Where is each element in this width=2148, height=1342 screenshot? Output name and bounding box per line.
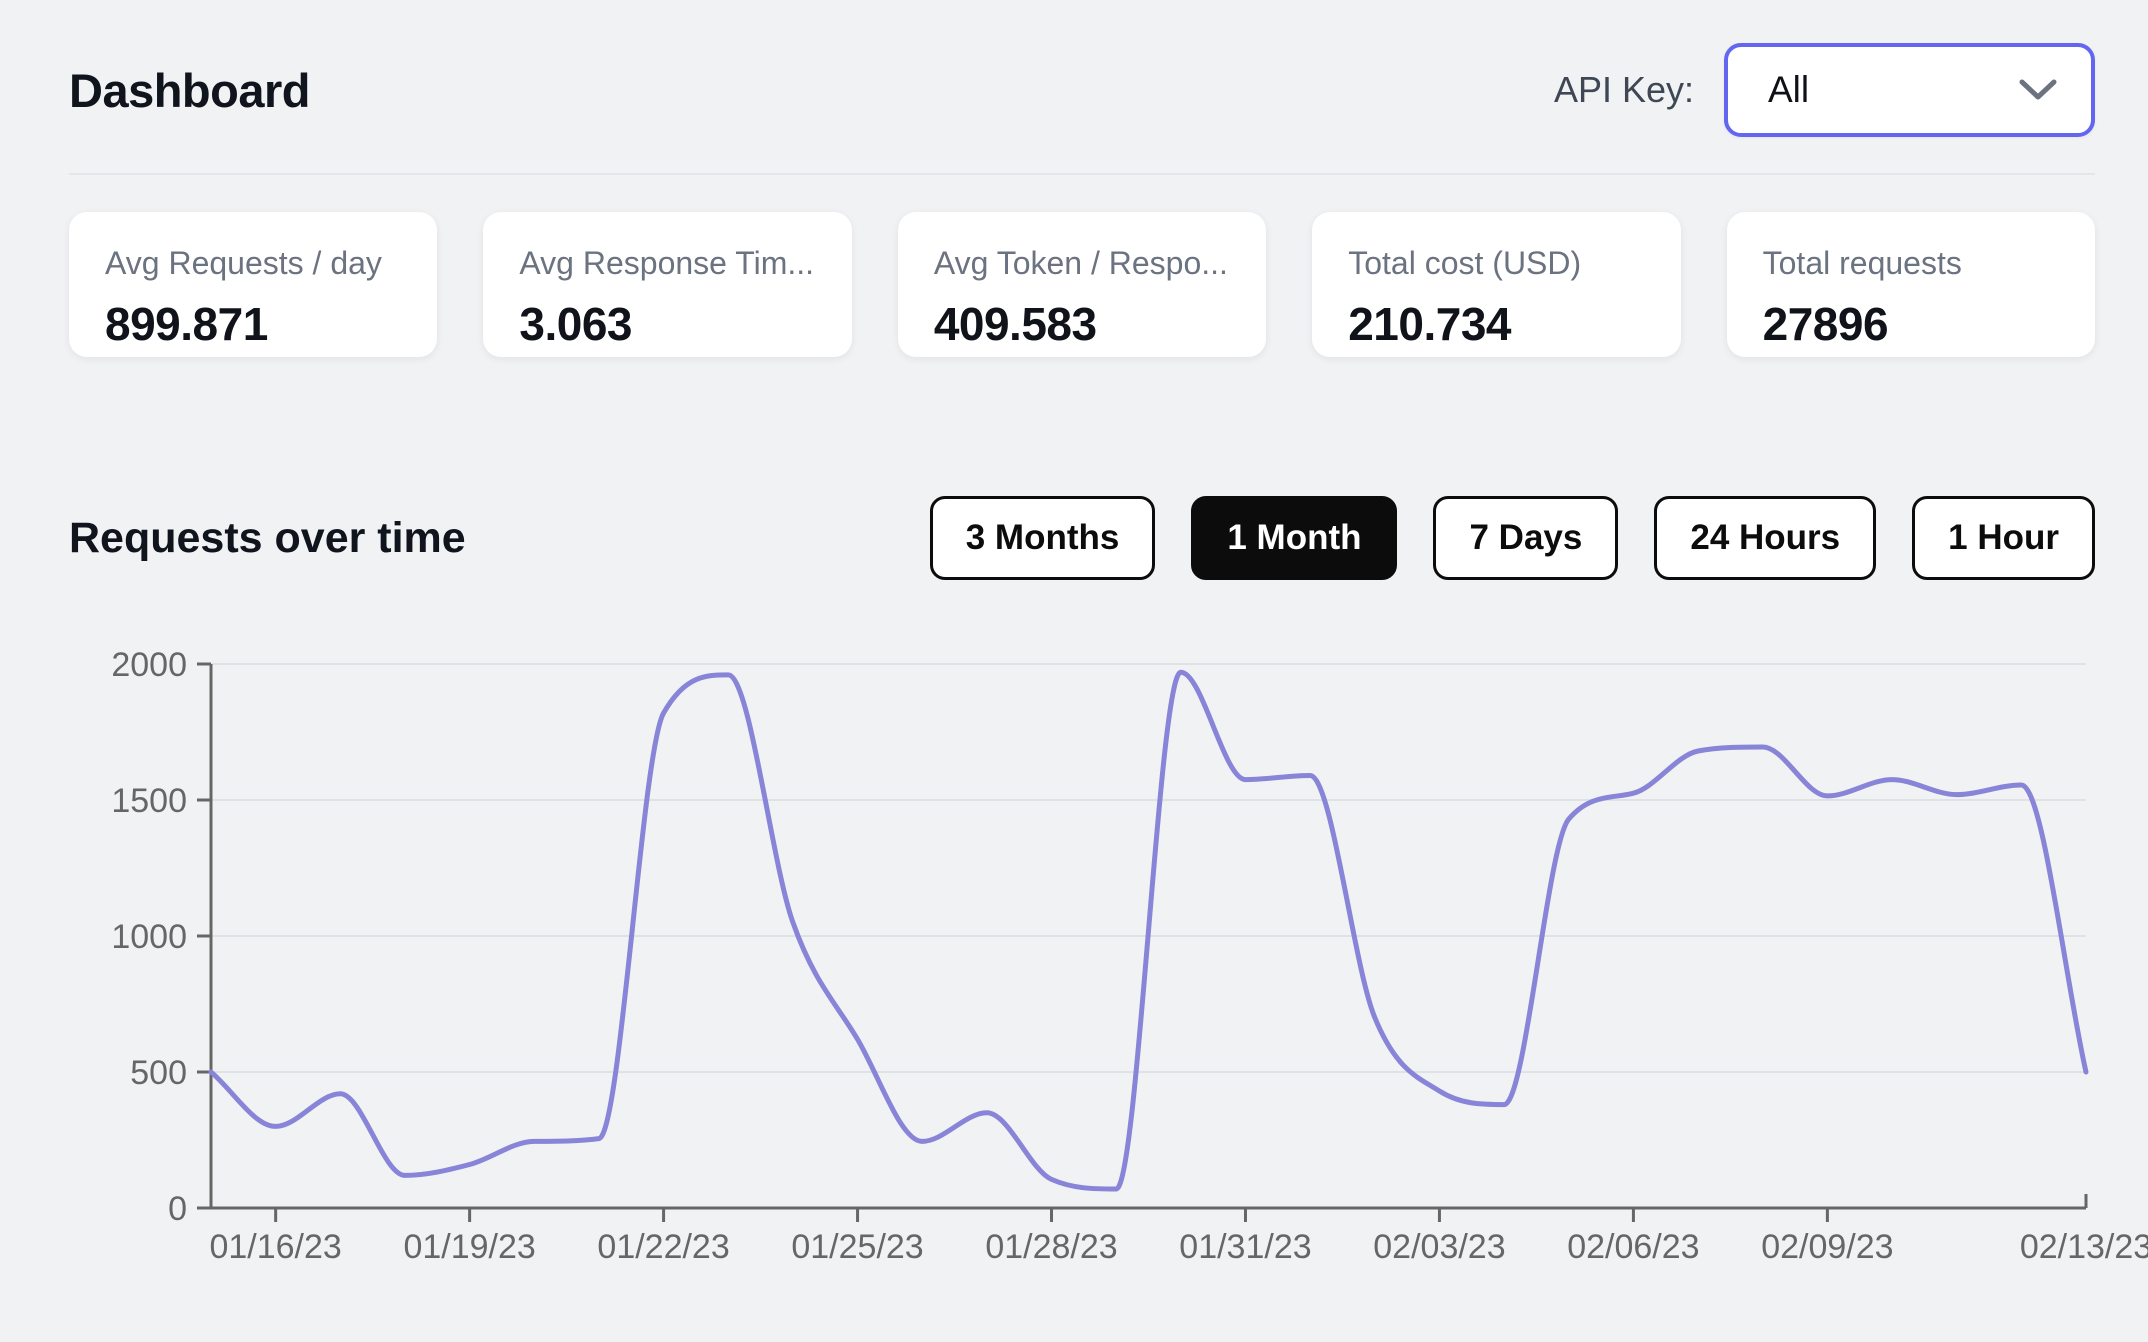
svg-text:01/25/23: 01/25/23 [791, 1228, 923, 1266]
svg-text:02/03/23: 02/03/23 [1373, 1228, 1505, 1266]
svg-text:01/16/23: 01/16/23 [209, 1228, 341, 1266]
api-key-group: API Key: All [1554, 43, 2095, 137]
stat-cards-row: Avg Requests / day 899.871 Avg Response … [69, 212, 2096, 357]
svg-text:500: 500 [130, 1054, 187, 1092]
svg-text:1500: 1500 [111, 782, 187, 820]
stat-label: Avg Requests / day [105, 245, 382, 281]
range-button-7-days[interactable]: 7 Days [1433, 496, 1619, 580]
stat-value: 409.583 [933, 298, 1097, 350]
stat-label: Avg Response Tim... [519, 245, 815, 281]
time-range-buttons: 3 Months 1 Month 7 Days 24 Hours 1 Hour [929, 496, 2095, 580]
range-button-1-month[interactable]: 1 Month [1191, 496, 1398, 580]
svg-text:1000: 1000 [111, 918, 187, 956]
svg-text:2000: 2000 [111, 646, 187, 684]
stat-value: 27896 [1762, 298, 1889, 350]
stat-value: 899.871 [105, 298, 268, 350]
stat-value: 3.063 [519, 298, 633, 350]
chevron-down-icon [2019, 69, 2057, 111]
stat-label: Total requests [1762, 245, 1962, 281]
stat-card-avg-token: Avg Token / Respo... 409.583 [897, 212, 1267, 357]
stat-card-total-requests: Total requests 27896 [1726, 212, 2096, 357]
svg-text:0: 0 [168, 1190, 187, 1228]
chart-section-header: Requests over time 3 Months 1 Month 7 Da… [69, 496, 2095, 580]
header-divider [69, 173, 2095, 175]
svg-text:01/28/23: 01/28/23 [985, 1228, 1117, 1266]
api-key-selected-value: All [1768, 69, 1810, 110]
svg-text:01/22/23: 01/22/23 [597, 1228, 729, 1266]
section-title: Requests over time [69, 513, 466, 562]
range-button-3-months[interactable]: 3 Months [929, 496, 1156, 580]
api-key-label: API Key: [1553, 69, 1694, 110]
svg-text:02/09/23: 02/09/23 [1761, 1228, 1893, 1266]
svg-text:02/13/23: 02/13/23 [2020, 1228, 2148, 1266]
svg-text:01/31/23: 01/31/23 [1179, 1228, 1311, 1266]
svg-text:01/19/23: 01/19/23 [403, 1228, 535, 1266]
stat-card-avg-response-time: Avg Response Tim... 3.063 [483, 212, 852, 357]
stat-card-avg-requests: Avg Requests / day 899.871 [69, 212, 438, 357]
stat-value: 210.734 [1348, 298, 1511, 350]
stat-label: Total cost (USD) [1348, 245, 1582, 281]
page-header: Dashboard API Key: All [69, 42, 2095, 138]
range-button-24-hours[interactable]: 24 Hours [1654, 496, 1877, 580]
range-button-1-hour[interactable]: 1 Hour [1912, 496, 2095, 580]
stat-card-total-cost: Total cost (USD) 210.734 [1312, 212, 1681, 357]
svg-text:02/06/23: 02/06/23 [1567, 1228, 1699, 1266]
api-key-select[interactable]: All [1724, 43, 2095, 137]
stat-label: Avg Token / Respo... [933, 245, 1228, 281]
page-title: Dashboard [69, 63, 311, 117]
